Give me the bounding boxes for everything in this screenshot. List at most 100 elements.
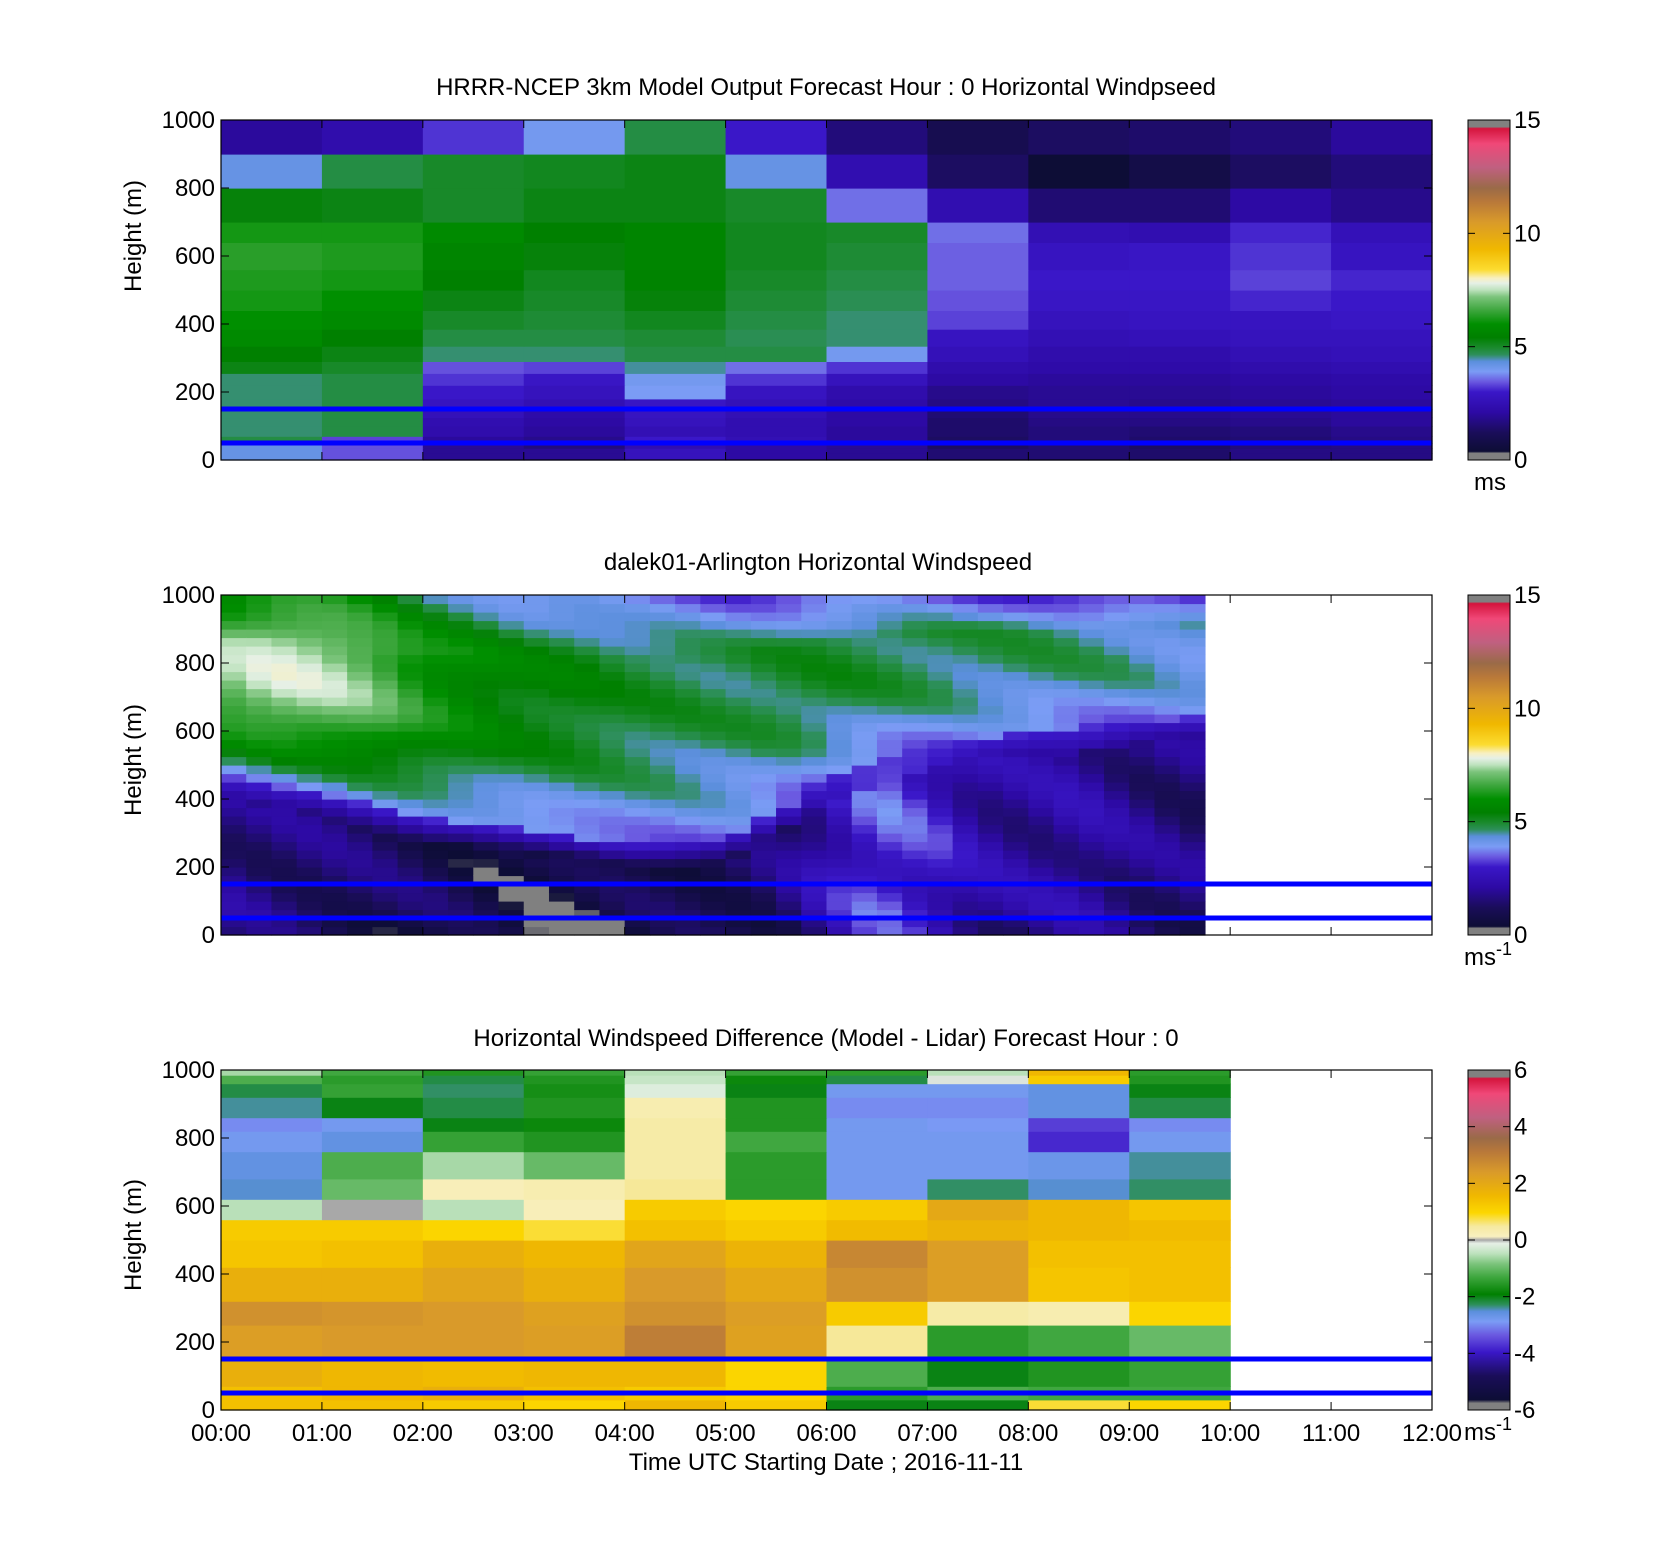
heatmap-cell: [246, 654, 273, 664]
heatmap-cell: [221, 824, 247, 834]
heatmap-cell: [1129, 346, 1231, 362]
heatmap-cell: [397, 629, 424, 639]
heatmap-cell: [422, 1075, 525, 1085]
heatmap-cell: [624, 765, 651, 775]
heatmap-cell: [321, 799, 348, 809]
heatmap-cell: [372, 782, 399, 792]
heatmap-cell: [624, 120, 727, 155]
heatmap-cell: [246, 680, 273, 690]
heatmap-cell: [1154, 850, 1181, 860]
heatmap-cell: [675, 671, 701, 681]
heatmap-cell: [599, 824, 626, 834]
heatmap-cell: [1028, 154, 1130, 189]
heatmap-cell: [876, 595, 903, 605]
heatmap-cell: [397, 688, 424, 698]
x-tick-label: 03:00: [494, 1420, 554, 1447]
heatmap-cell: [1129, 1240, 1231, 1268]
heatmap-cell: [952, 782, 979, 792]
heatmap-cell: [498, 629, 525, 639]
heatmap-cell: [1028, 242, 1130, 271]
heatmap-cell: [750, 646, 777, 656]
heatmap-cell: [927, 697, 954, 707]
heatmap-cell: [347, 858, 373, 868]
heatmap-cell: [1053, 850, 1080, 860]
heatmap-cell: [851, 714, 878, 724]
heatmap-cell: [952, 722, 979, 732]
heatmap-cell: [1053, 765, 1080, 775]
heatmap-cell: [1028, 765, 1055, 775]
heatmap-cell: [397, 705, 424, 715]
heatmap-cell: [448, 654, 474, 664]
heatmap-cell: [750, 833, 777, 843]
heatmap-cell: [221, 807, 247, 817]
heatmap-cell: [624, 1359, 727, 1387]
heatmap-cell: [1003, 671, 1029, 681]
heatmap-cell: [1104, 637, 1130, 647]
heatmap-cell: [826, 799, 853, 809]
heatmap-cell: [548, 603, 575, 613]
heatmap-cell: [473, 773, 500, 783]
heatmap-cell: [321, 1178, 424, 1200]
heatmap-cell: [876, 909, 903, 919]
heatmap-cell: [624, 436, 727, 444]
heatmap-cell: [473, 884, 500, 894]
heatmap-cell: [271, 680, 298, 690]
heatmap-cell: [952, 680, 979, 690]
heatmap-cell: [548, 901, 575, 911]
heatmap-cell: [1129, 1301, 1231, 1326]
heatmap-cell: [876, 646, 903, 656]
heatmap-cell: [952, 765, 979, 775]
heatmap-cell: [1179, 748, 1206, 758]
heatmap-cell: [523, 739, 550, 749]
heatmap-cell: [498, 926, 525, 936]
heatmap-cell: [876, 799, 903, 809]
heatmap-cell: [548, 841, 575, 851]
heatmap-cell: [372, 858, 399, 868]
heatmap-cell: [649, 748, 676, 758]
heatmap-cell: [826, 222, 929, 243]
heatmap-cell: [473, 909, 500, 919]
heatmap-cell: [624, 448, 727, 454]
heatmap-cell: [927, 1240, 1029, 1268]
heatmap-cell: [498, 850, 525, 860]
heatmap-cell: [599, 731, 626, 741]
heatmap-cell: [1078, 646, 1105, 656]
heatmap-cell: [1129, 417, 1231, 427]
heatmap-cell: [750, 714, 777, 724]
heatmap-cell: [776, 867, 802, 877]
heatmap-cell: [221, 782, 247, 792]
heatmap-cell: [725, 453, 828, 461]
heatmap-cell: [574, 926, 601, 936]
heatmap-cell: [851, 773, 878, 783]
colorbar-tick-label: -2: [1514, 1284, 1535, 1311]
heatmap-cell: [927, 290, 1029, 311]
heatmap-cell: [221, 875, 247, 885]
heatmap-cell: [448, 833, 474, 843]
heatmap-cell: [1154, 595, 1181, 605]
heatmap-cell: [1129, 722, 1156, 732]
heatmap-cell: [1003, 595, 1029, 605]
heatmap-cell: [750, 654, 777, 664]
heatmap-cell: [523, 799, 550, 809]
heatmap-cell: [1129, 1117, 1231, 1132]
heatmap-cell: [271, 841, 298, 851]
heatmap-cell: [1179, 646, 1206, 656]
heatmap-cell: [624, 773, 651, 783]
heatmap-cell: [246, 782, 273, 792]
heatmap-cell: [498, 918, 525, 928]
heatmap-cell: [725, 1131, 828, 1153]
heatmap-cell: [1003, 705, 1029, 715]
heatmap-cell: [952, 620, 979, 630]
heatmap-cell: [725, 697, 752, 707]
heatmap-cell: [372, 765, 399, 775]
heatmap-cell: [321, 222, 424, 243]
heatmap-cell: [221, 918, 247, 928]
heatmap-cell: [422, 858, 449, 868]
heatmap-cell: [1078, 833, 1105, 843]
heatmap-cell: [1053, 884, 1080, 894]
heatmap-cell: [851, 688, 878, 698]
heatmap-cell: [725, 782, 752, 792]
heatmap-cell: [321, 901, 348, 911]
heatmap-cell: [221, 773, 247, 783]
heatmap-cell: [1078, 926, 1105, 936]
